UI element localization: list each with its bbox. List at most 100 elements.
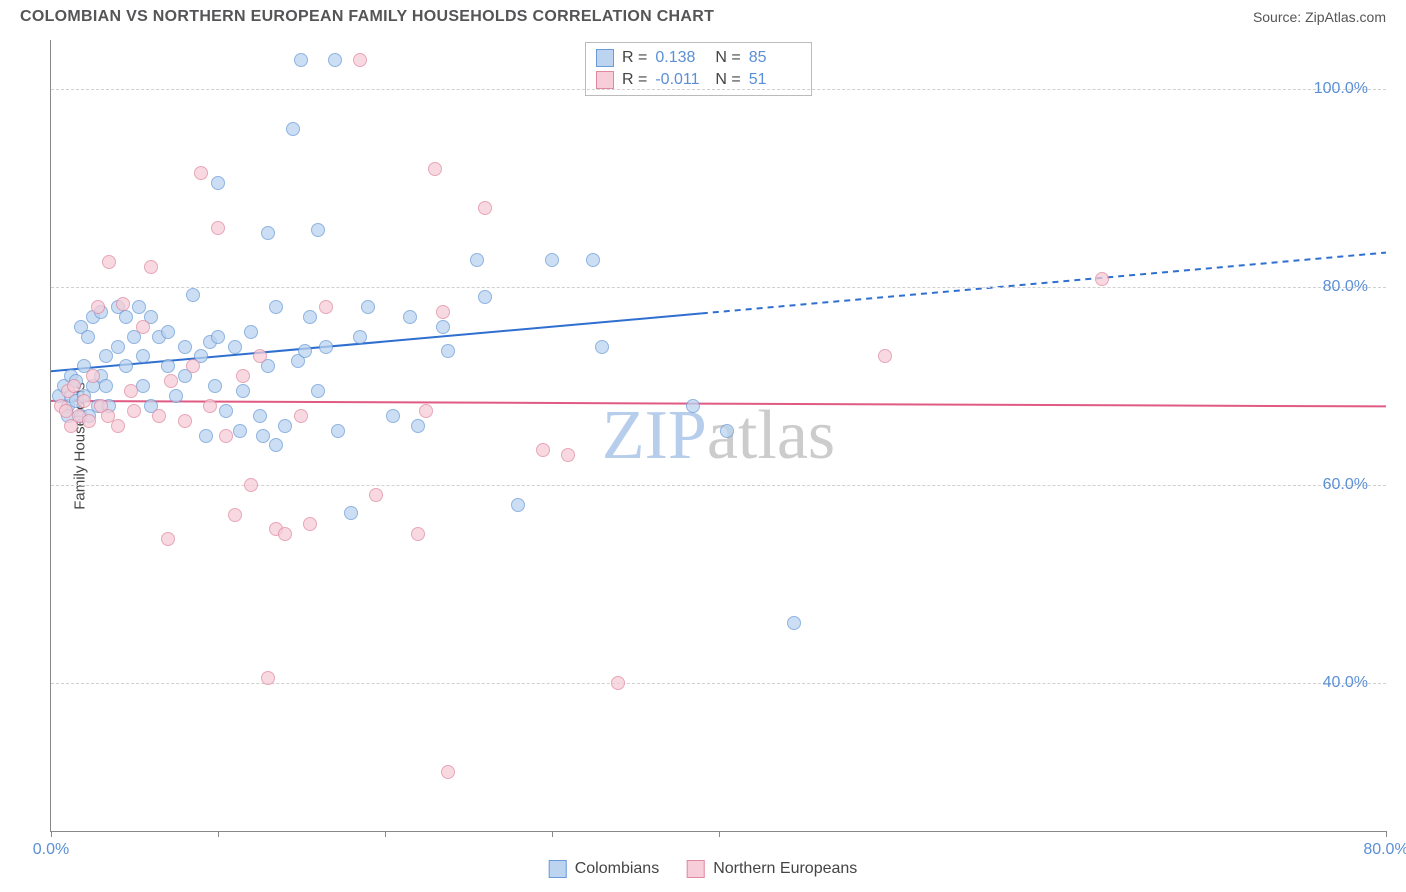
data-point: [686, 399, 700, 413]
data-point: [278, 527, 292, 541]
data-point: [369, 488, 383, 502]
gridline: [51, 683, 1386, 684]
data-point: [611, 676, 625, 690]
x-tick: [385, 831, 386, 837]
data-point: [186, 288, 200, 302]
data-point: [86, 369, 100, 383]
data-point: [77, 394, 91, 408]
n-label: N =: [715, 49, 740, 67]
x-tick: [719, 831, 720, 837]
y-tick-label: 80.0%: [1323, 278, 1368, 296]
data-point: [127, 404, 141, 418]
data-point: [436, 320, 450, 334]
r-value-1: -0.011: [655, 71, 707, 89]
data-point: [311, 223, 325, 237]
data-point: [186, 359, 200, 373]
data-point: [161, 325, 175, 339]
legend-label-1: Northern Europeans: [713, 860, 857, 878]
data-point: [132, 300, 146, 314]
y-tick-label: 100.0%: [1314, 80, 1368, 98]
data-point: [82, 414, 96, 428]
data-point: [294, 409, 308, 423]
data-point: [81, 330, 95, 344]
data-point: [470, 253, 484, 267]
data-point: [286, 122, 300, 136]
source-attribution: Source: ZipAtlas.com: [1253, 9, 1386, 25]
data-point: [124, 384, 138, 398]
data-point: [419, 404, 433, 418]
data-point: [91, 300, 105, 314]
data-point: [152, 409, 166, 423]
data-point: [211, 176, 225, 190]
data-point: [211, 330, 225, 344]
data-point: [233, 424, 247, 438]
data-point: [244, 478, 258, 492]
data-point: [199, 429, 213, 443]
data-point: [219, 429, 233, 443]
data-point: [353, 53, 367, 67]
legend-swatch-1: [687, 860, 705, 878]
legend-label-0: Colombians: [575, 860, 659, 878]
data-point: [236, 384, 250, 398]
data-point: [428, 162, 442, 176]
data-point: [328, 53, 342, 67]
data-point: [269, 300, 283, 314]
stats-row-series-0: R = 0.138 N = 85: [596, 47, 801, 69]
data-point: [219, 404, 233, 418]
data-point: [331, 424, 345, 438]
data-point: [411, 419, 425, 433]
chart-title: COLOMBIAN VS NORTHERN EUROPEAN FAMILY HO…: [20, 8, 714, 26]
bottom-legend: Colombians Northern Europeans: [549, 860, 858, 878]
data-point: [169, 389, 183, 403]
data-point: [136, 349, 150, 363]
trend-lines: [51, 40, 1386, 831]
x-tick: [1386, 831, 1387, 837]
data-point: [161, 532, 175, 546]
legend-item-0: Colombians: [549, 860, 659, 878]
n-value-0: 85: [749, 49, 801, 67]
data-point: [208, 379, 222, 393]
data-point: [478, 290, 492, 304]
data-point: [59, 404, 73, 418]
x-tick-label: 80.0%: [1363, 841, 1406, 859]
data-point: [303, 310, 317, 324]
x-tick-label: 0.0%: [33, 841, 69, 859]
data-point: [536, 443, 550, 457]
data-point: [561, 448, 575, 462]
data-point: [441, 344, 455, 358]
data-point: [136, 320, 150, 334]
scatter-chart: ZIPatlas R = 0.138 N = 85 R = -0.011 N =…: [50, 40, 1386, 832]
data-point: [164, 374, 178, 388]
data-point: [67, 379, 81, 393]
data-point: [545, 253, 559, 267]
data-point: [278, 419, 292, 433]
data-point: [228, 508, 242, 522]
data-point: [99, 349, 113, 363]
data-point: [102, 255, 116, 269]
data-point: [119, 310, 133, 324]
data-point: [403, 310, 417, 324]
data-point: [244, 325, 258, 339]
data-point: [361, 300, 375, 314]
data-point: [478, 201, 492, 215]
data-point: [261, 671, 275, 685]
data-point: [595, 340, 609, 354]
n-value-1: 51: [749, 71, 801, 89]
stats-row-series-1: R = -0.011 N = 51: [596, 69, 801, 91]
data-point: [111, 419, 125, 433]
gridline: [51, 89, 1386, 90]
y-tick-label: 40.0%: [1323, 674, 1368, 692]
data-point: [436, 305, 450, 319]
data-point: [303, 517, 317, 531]
data-point: [236, 369, 250, 383]
data-point: [878, 349, 892, 363]
data-point: [319, 300, 333, 314]
x-tick: [218, 831, 219, 837]
data-point: [211, 221, 225, 235]
x-tick: [552, 831, 553, 837]
data-point: [161, 359, 175, 373]
data-point: [228, 340, 242, 354]
data-point: [261, 226, 275, 240]
data-point: [294, 53, 308, 67]
r-label: R =: [622, 71, 647, 89]
